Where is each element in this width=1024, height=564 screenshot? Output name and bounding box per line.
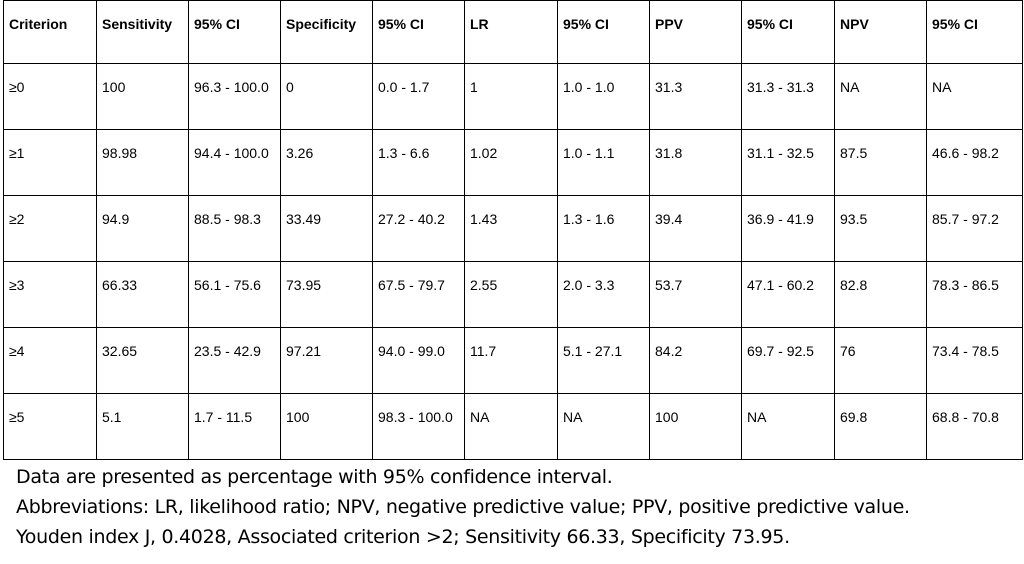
table-cell: 47.1 - 60.2 <box>741 261 835 328</box>
table-cell: ≥1 <box>3 129 97 196</box>
table-cell: 88.5 - 98.3 <box>188 195 281 262</box>
table-cell: 98.98 <box>96 129 189 196</box>
table-cell: 69.7 - 92.5 <box>741 327 835 394</box>
header-ppv: PPV <box>649 0 742 64</box>
table-cell: 31.8 <box>649 129 742 196</box>
table-cell: NA <box>464 393 558 460</box>
table-header-row: Criterion Sensitivity 95% CI Specificity… <box>3 0 1023 64</box>
table-cell: 0.0 - 1.7 <box>372 63 465 130</box>
header-lr: LR <box>464 0 558 64</box>
table-cell: 1.3 - 1.6 <box>557 195 650 262</box>
footnote-youden-index: Youden index J, 0.4028, Associated crite… <box>16 526 790 548</box>
table-cell: 2.0 - 3.3 <box>557 261 650 328</box>
table-row: ≥3 66.33 56.1 - 75.6 73.95 67.5 - 79.7 2… <box>3 261 1023 328</box>
table-cell: 94.0 - 99.0 <box>372 327 465 394</box>
table-cell: 31.1 - 32.5 <box>741 129 835 196</box>
header-sensitivity: Sensitivity <box>96 0 189 64</box>
table-cell: 94.9 <box>96 195 189 262</box>
table-cell: 53.7 <box>649 261 742 328</box>
table-cell: 39.4 <box>649 195 742 262</box>
table-cell: NA <box>557 393 650 460</box>
table-cell: 100 <box>96 63 189 130</box>
table-cell: ≥4 <box>3 327 97 394</box>
table-cell: NA <box>926 63 1023 130</box>
header-specificity-ci: 95% CI <box>372 0 465 64</box>
table-cell: 97.21 <box>280 327 373 394</box>
table-cell: 76 <box>834 327 927 394</box>
table-row: ≥5 5.1 1.7 - 11.5 100 98.3 - 100.0 NA NA… <box>3 393 1023 460</box>
table-cell: 82.8 <box>834 261 927 328</box>
table-footnotes: Data are presented as percentage with 95… <box>16 462 910 552</box>
table-cell: 1.3 - 6.6 <box>372 129 465 196</box>
table-cell: 1.02 <box>464 129 558 196</box>
table-cell: 5.1 <box>96 393 189 460</box>
table-cell: 66.33 <box>96 261 189 328</box>
header-criterion: Criterion <box>3 0 97 64</box>
table-cell: NA <box>834 63 927 130</box>
table-cell: 27.2 - 40.2 <box>372 195 465 262</box>
header-npv-ci: 95% CI <box>926 0 1023 64</box>
header-specificity: Specificity <box>280 0 373 64</box>
table-cell: ≥3 <box>3 261 97 328</box>
table-row: ≥2 94.9 88.5 - 98.3 33.49 27.2 - 40.2 1.… <box>3 195 1023 262</box>
table-row: ≥0 100 96.3 - 100.0 0 0.0 - 1.7 1 1.0 - … <box>3 63 1023 130</box>
table-cell: 1.0 - 1.0 <box>557 63 650 130</box>
table-cell: ≥2 <box>3 195 97 262</box>
footnote-abbreviations: Abbreviations: LR, likelihood ratio; NPV… <box>16 496 910 518</box>
table-cell: 84.2 <box>649 327 742 394</box>
table-cell: 11.7 <box>464 327 558 394</box>
table-cell: 100 <box>280 393 373 460</box>
table-cell: 33.49 <box>280 195 373 262</box>
table-cell: 67.5 - 79.7 <box>372 261 465 328</box>
table-cell: 87.5 <box>834 129 927 196</box>
table-row: ≥1 98.98 94.4 - 100.0 3.26 1.3 - 6.6 1.0… <box>3 129 1023 196</box>
table-cell: 56.1 - 75.6 <box>188 261 281 328</box>
table-cell: 1.0 - 1.1 <box>557 129 650 196</box>
table-cell: 36.9 - 41.9 <box>741 195 835 262</box>
table-cell: NA <box>741 393 835 460</box>
table-cell: 94.4 - 100.0 <box>188 129 281 196</box>
header-npv: NPV <box>834 0 927 64</box>
footnote-data-presentation: Data are presented as percentage with 95… <box>16 466 613 488</box>
table-cell: 46.6 - 98.2 <box>926 129 1023 196</box>
table-cell: 5.1 - 27.1 <box>557 327 650 394</box>
table-row: ≥4 32.65 23.5 - 42.9 97.21 94.0 - 99.0 1… <box>3 327 1023 394</box>
table-cell: 100 <box>649 393 742 460</box>
table-cell: ≥0 <box>3 63 97 130</box>
table-cell: 68.8 - 70.8 <box>926 393 1023 460</box>
table-cell: 23.5 - 42.9 <box>188 327 281 394</box>
table-cell: 31.3 - 31.3 <box>741 63 835 130</box>
header-lr-ci: 95% CI <box>557 0 650 64</box>
table-cell: 32.65 <box>96 327 189 394</box>
table-cell: 2.55 <box>464 261 558 328</box>
table-cell: 69.8 <box>834 393 927 460</box>
table-cell: 1.43 <box>464 195 558 262</box>
diagnostic-accuracy-table: Criterion Sensitivity 95% CI Specificity… <box>3 0 1023 460</box>
header-ppv-ci: 95% CI <box>741 0 835 64</box>
table-cell: 1 <box>464 63 558 130</box>
header-sensitivity-ci: 95% CI <box>188 0 281 64</box>
table-cell: 96.3 - 100.0 <box>188 63 281 130</box>
table-cell: 73.4 - 78.5 <box>926 327 1023 394</box>
table-cell: 85.7 - 97.2 <box>926 195 1023 262</box>
table-cell: 78.3 - 86.5 <box>926 261 1023 328</box>
table-cell: 1.7 - 11.5 <box>188 393 281 460</box>
table-cell: 98.3 - 100.0 <box>372 393 465 460</box>
table-cell: 0 <box>280 63 373 130</box>
table-cell: 31.3 <box>649 63 742 130</box>
table-cell: 93.5 <box>834 195 927 262</box>
table-cell: ≥5 <box>3 393 97 460</box>
table-cell: 73.95 <box>280 261 373 328</box>
table-cell: 3.26 <box>280 129 373 196</box>
